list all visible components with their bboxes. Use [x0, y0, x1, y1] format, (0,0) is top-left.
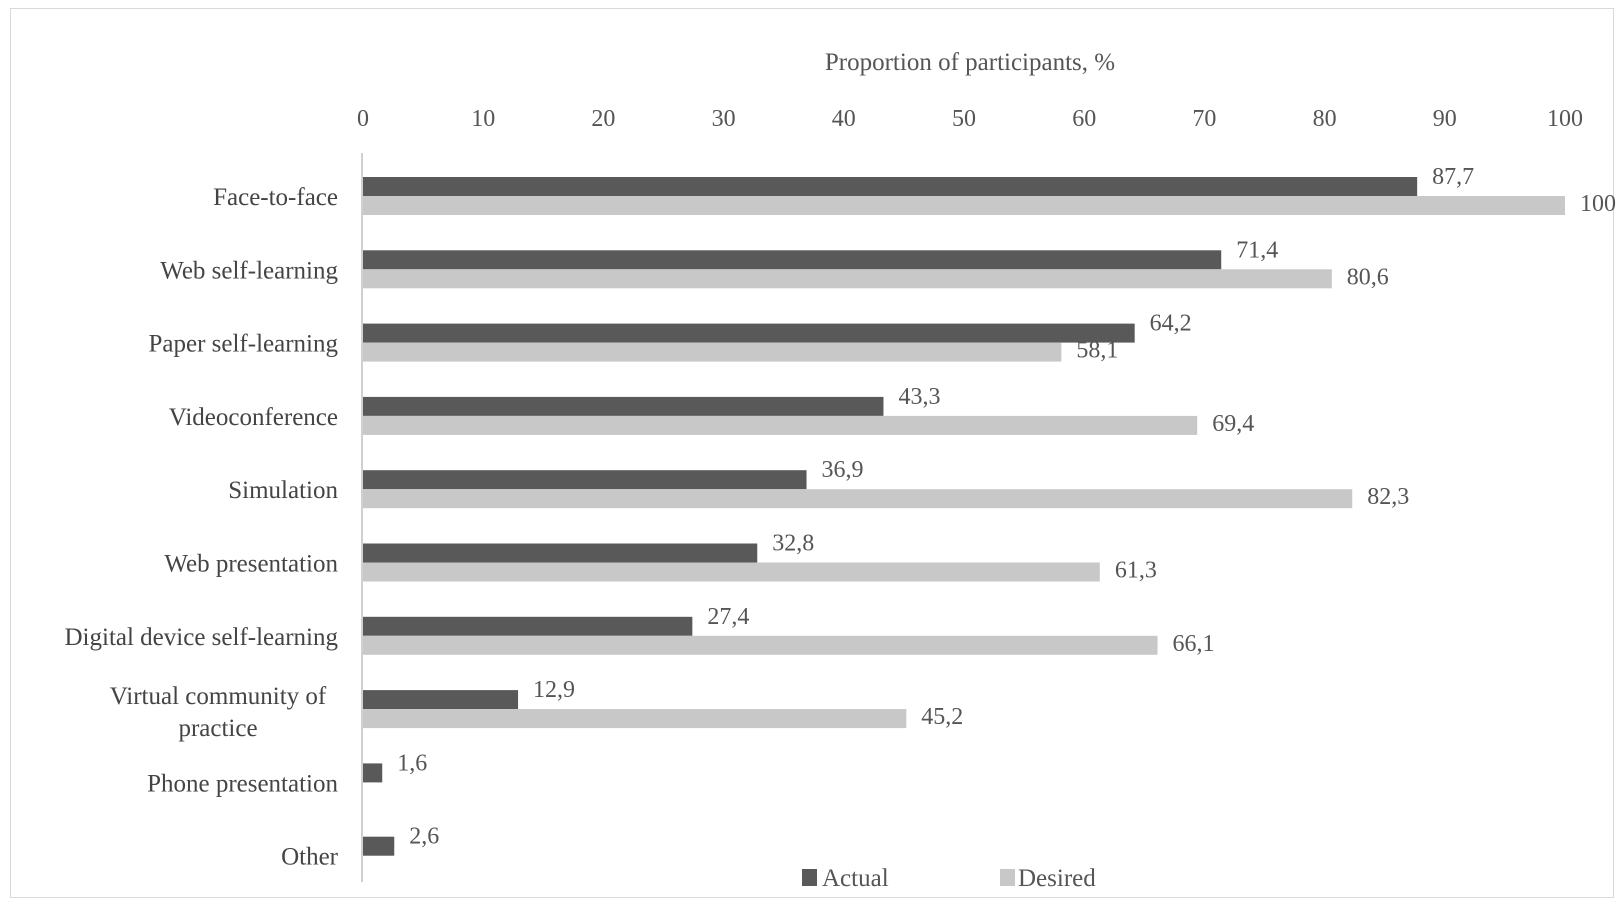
- data-label-actual: 32,8: [772, 531, 814, 557]
- bar-desired-1: [363, 269, 1332, 289]
- bar-actual-4: [363, 470, 807, 490]
- category-label: Web self-learning: [160, 257, 338, 284]
- data-label-desired: 100: [1580, 191, 1616, 217]
- data-label-desired: 66,1: [1173, 631, 1215, 657]
- data-label-actual: 71,4: [1236, 237, 1278, 263]
- data-label-actual: 1,6: [397, 750, 427, 776]
- bar-actual-6: [363, 616, 693, 636]
- bar-desired-2: [363, 342, 1062, 362]
- data-label-actual: 27,4: [707, 604, 749, 630]
- x-tick-label: 100: [1547, 106, 1583, 132]
- bar-actual-3: [363, 396, 884, 416]
- category-label: Paper self-learning: [148, 331, 338, 358]
- legend-label-actual: Actual: [822, 865, 889, 892]
- x-tick-label: 30: [712, 106, 736, 132]
- x-tick-label: 10: [471, 106, 495, 132]
- x-axis-title: Proportion of participants, %: [825, 49, 1115, 76]
- data-label-desired: 82,3: [1367, 484, 1409, 510]
- category-label: Other: [281, 844, 339, 871]
- bar-actual-0: [363, 177, 1418, 196]
- bar-actual-5: [363, 543, 758, 563]
- bar-actual-8: [363, 763, 383, 783]
- bar-desired-0: [363, 196, 1565, 215]
- legend-label-desired: Desired: [1018, 865, 1096, 892]
- data-label-actual: 12,9: [533, 677, 575, 703]
- data-label-actual: 2,6: [409, 824, 439, 850]
- data-label-desired: 58,1: [1076, 338, 1118, 364]
- data-label-desired: 45,2: [921, 704, 963, 730]
- bar-desired-3: [363, 415, 1198, 435]
- category-label: Simulation: [228, 477, 338, 504]
- bar-actual-1: [363, 250, 1222, 270]
- data-label-desired: 69,4: [1212, 411, 1254, 437]
- bar-desired-4: [363, 489, 1353, 509]
- bar-actual-7: [363, 690, 519, 710]
- data-label-actual: 36,9: [822, 457, 864, 483]
- x-tick-label: 40: [832, 106, 856, 132]
- category-label: Face-to-face: [213, 184, 338, 211]
- legend: Actual Desired: [802, 865, 1096, 892]
- data-label-actual: 64,2: [1150, 311, 1192, 337]
- bar-actual-9: [363, 836, 395, 856]
- bars: [363, 177, 1565, 856]
- x-tick-label: 0: [357, 106, 369, 132]
- legend-swatch-actual: [802, 869, 817, 886]
- data-label-desired: 61,3: [1115, 558, 1157, 584]
- data-label-actual: 43,3: [898, 384, 940, 410]
- category-label: Virtual community of practice: [110, 683, 327, 742]
- category-label: Digital device self-learning: [65, 624, 339, 651]
- category-labels: Face-to-face Web self-learning Paper self-…: [65, 184, 339, 871]
- bar-desired-7: [363, 709, 907, 729]
- chart-frame: [10, 8, 1614, 898]
- x-tick-label: 90: [1433, 106, 1457, 132]
- x-tick-label: 50: [952, 106, 976, 132]
- category-label: Web presentation: [164, 551, 338, 578]
- x-tick-label: 60: [1072, 106, 1096, 132]
- data-label-desired: 80,6: [1347, 264, 1389, 290]
- x-tick-label: 70: [1192, 106, 1216, 132]
- bar-desired-5: [363, 562, 1100, 582]
- bar-desired-6: [363, 635, 1158, 655]
- bar-actual-2: [363, 323, 1135, 343]
- x-tick-label: 80: [1313, 106, 1337, 132]
- category-label: Videoconference: [169, 404, 338, 431]
- data-label-actual: 87,7: [1432, 164, 1474, 190]
- data-labels: 87,7 71,4 64,2 43,3 36,9 32,8 27,4 12,9 1,6 2,6 10…: [397, 164, 1616, 850]
- x-tick-label: 20: [591, 106, 615, 132]
- x-axis-ticks: 0 10 20 30 40 50 60 70 80 90 100: [357, 106, 1583, 132]
- legend-swatch-desired: [1000, 869, 1015, 886]
- category-label: Phone presentation: [147, 770, 338, 797]
